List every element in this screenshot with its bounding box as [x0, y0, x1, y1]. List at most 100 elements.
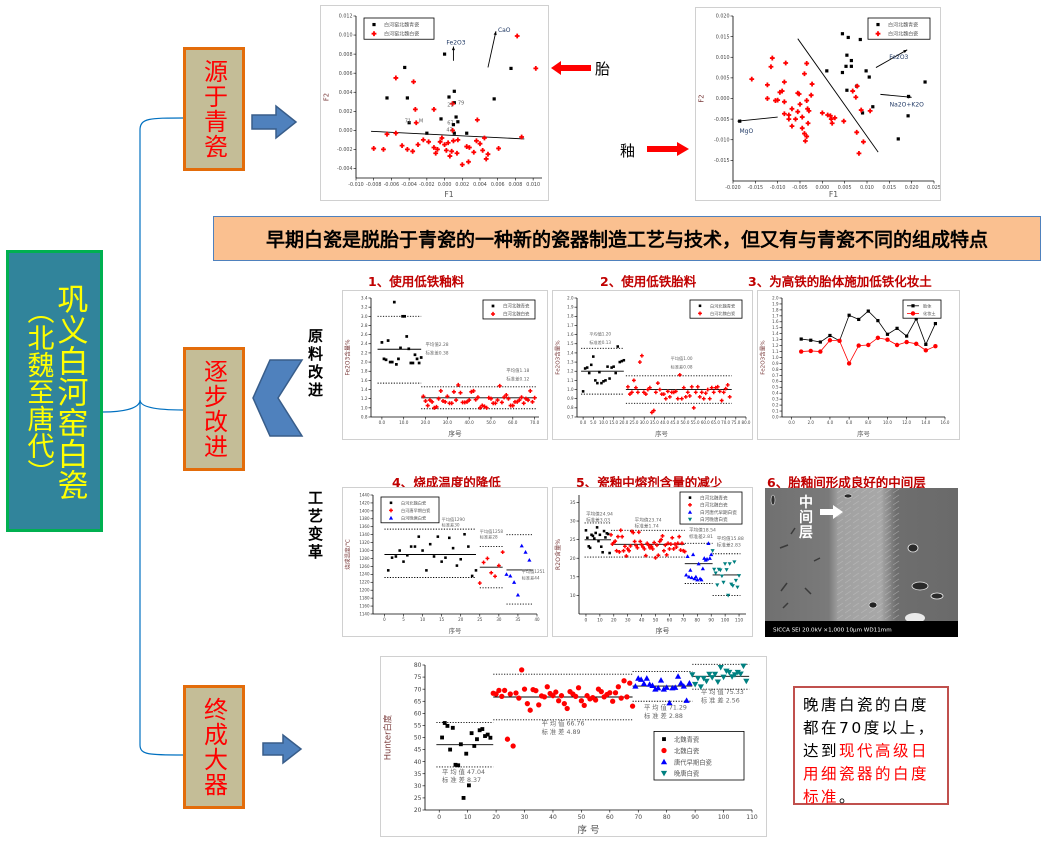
y-tick-label: 3.0: [361, 314, 368, 319]
y-tick-label: 1.9: [772, 301, 779, 306]
y-tick-label: 0.1: [772, 408, 779, 413]
stat-annotation: 标 准 差 2.56: [701, 695, 740, 704]
data-point: [804, 61, 810, 66]
data-point: [687, 394, 692, 398]
data-point: [724, 568, 729, 572]
data-point: [483, 156, 489, 162]
y-tick-label: 1.6: [361, 378, 368, 383]
data-point: [689, 672, 696, 678]
data-point: [924, 342, 928, 347]
data-point: [660, 686, 667, 692]
x-tick-label: 25: [477, 617, 483, 622]
vector-label: Fe2O3: [889, 54, 908, 61]
data-point: [636, 530, 641, 535]
data-point: [866, 309, 870, 313]
data-point: [473, 397, 478, 402]
y-axis-label: 烧成温度/℃: [343, 539, 351, 570]
y-tick-label: 0.9: [772, 361, 779, 366]
data-point: [496, 687, 502, 694]
stat-annotation: 平均值1251: [522, 568, 546, 575]
data-point: [536, 702, 542, 708]
data-point: [530, 399, 535, 404]
trend-line: [797, 38, 879, 153]
data-point: [643, 675, 650, 681]
data-point: [502, 395, 507, 400]
data-point: [599, 545, 603, 548]
whiteness-chart: 0 10 20 30 40 50 60 70 80 90 100 110 20 25 30 35 40 45 50 5…: [380, 656, 767, 837]
arrowhead-icon: [493, 31, 497, 36]
data-point: [462, 400, 467, 405]
sem-micrograph: SICCA SEI 20.0kV ×1,000 10μm WD11mm 中间层: [765, 488, 958, 637]
data-point: [499, 400, 504, 405]
data-point: [564, 705, 570, 712]
data-point: [492, 97, 496, 101]
data-point: [734, 669, 741, 676]
data-point: [712, 567, 717, 572]
y-axis-label: F2: [323, 93, 331, 101]
flux-chart: 0 10 20 30 40 50 60 70 80 90 100 110 10 15 20 25 30 35 序号 R…: [552, 487, 753, 637]
data-point: [675, 396, 680, 401]
data-point: [381, 147, 386, 152]
stage-origin-box: 源于青瓷: [183, 47, 245, 171]
x-axis-label: F1: [829, 190, 838, 199]
data-point: [809, 81, 815, 87]
data-point: [384, 358, 388, 362]
y-tick-label: 1200: [359, 588, 370, 593]
data-point: [624, 554, 629, 558]
data-point: [398, 549, 401, 552]
data-point: [612, 690, 619, 696]
data-point: [660, 533, 665, 538]
data-point: [618, 360, 622, 364]
whiteness-note: 晚唐白瓷的白度都在70度以上，达到现代高级日用细瓷器的白度标准。: [793, 686, 949, 806]
data-point: [451, 546, 455, 550]
data-point: [586, 536, 589, 540]
x-tick-label: 0.005: [838, 185, 852, 191]
data-point: [827, 338, 833, 343]
y-tick-label: 1220: [359, 580, 370, 585]
data-point: [661, 392, 666, 397]
data-point: [504, 572, 509, 576]
x-tick-label: -0.010: [770, 185, 785, 191]
data-point: [846, 35, 850, 40]
data-point: [510, 403, 515, 408]
y-tick-label: 2.6: [361, 332, 368, 337]
conclusion-banner: 早期白瓷是脱胎于青瓷的一种新的瓷器制造工艺与技术，但又有与青瓷不同的组成特点: [213, 216, 1041, 261]
data-point: [715, 583, 720, 588]
x-tick-label: 6.0: [846, 420, 853, 425]
data-point: [628, 544, 633, 548]
legend-label: 白河北魏青瓷: [700, 494, 728, 501]
data-point: [764, 96, 770, 101]
y-tick-label: 0.006: [339, 71, 353, 77]
data-point: [737, 671, 744, 678]
data-point: [466, 783, 471, 788]
stat-annotation: 标 准 差 8.37: [442, 775, 481, 784]
data-point: [469, 731, 474, 736]
data-point: [477, 728, 482, 733]
y-tick-label: 0.7: [772, 373, 779, 378]
data-point: [581, 702, 587, 708]
data-point: [508, 403, 513, 408]
data-point: [808, 92, 814, 98]
y-tick-label: 2.0: [567, 295, 574, 300]
data-point: [407, 121, 411, 125]
data-point: [700, 675, 707, 682]
data-point: [451, 389, 456, 394]
data-point: [594, 531, 597, 535]
data-point: [428, 542, 432, 546]
data-point: [394, 555, 398, 558]
data-point: [726, 669, 733, 676]
data-point: [448, 747, 453, 752]
stat-annotation: 71: [405, 119, 411, 125]
data-point: [645, 541, 650, 546]
note-end: 。: [839, 788, 858, 806]
y-tick-label: 45: [414, 747, 422, 754]
legend-box: [689, 299, 743, 319]
data-point: [651, 408, 656, 413]
legend-label: 白河晚唐白瓷: [700, 516, 728, 523]
x-tick-label: 10: [464, 814, 472, 821]
y-tick-label: 0.015: [716, 34, 730, 40]
data-point: [440, 735, 444, 740]
firing-temp-chart: 0 5 10 15 20 25 30 35 40 1140 1160 1180 1200 1220 1240…: [342, 487, 548, 637]
x-tick-label: -0.002: [419, 182, 434, 188]
